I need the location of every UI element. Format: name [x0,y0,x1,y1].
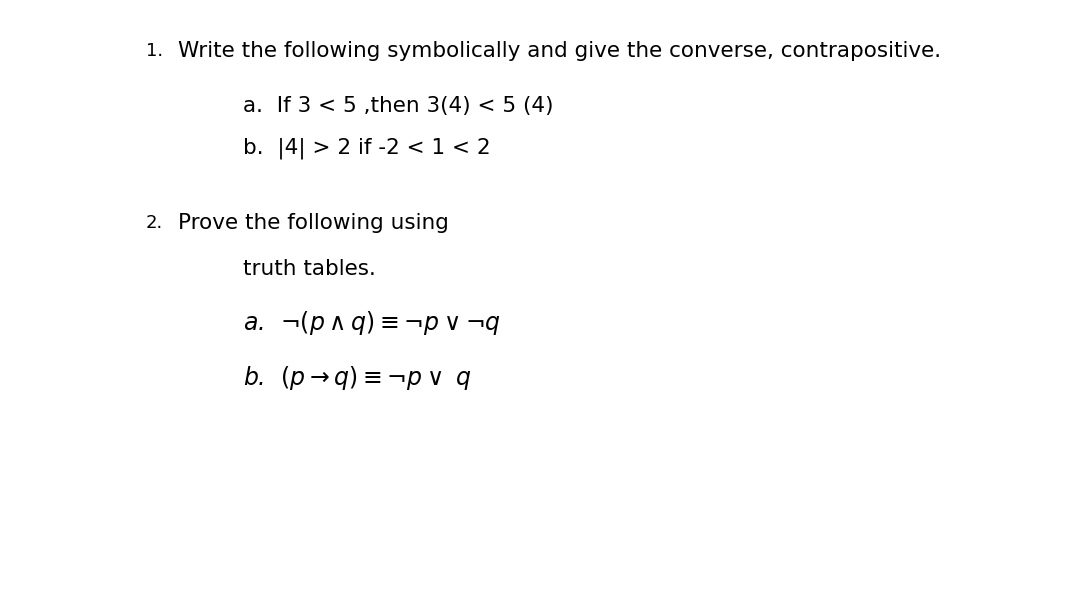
Text: b.  $( p\rightarrow q)\equiv\neg p\vee\ q$: b. $( p\rightarrow q)\equiv\neg p\vee\ q… [243,364,472,391]
Text: 2.: 2. [146,214,163,233]
Text: truth tables.: truth tables. [243,259,376,279]
Text: Prove the following using: Prove the following using [178,213,449,234]
Text: a.  If 3 < 5 ,then 3(4) < 5 (4): a. If 3 < 5 ,then 3(4) < 5 (4) [243,95,554,116]
Text: Write the following symbolically and give the converse, contrapositive.: Write the following symbolically and giv… [178,41,942,62]
Text: 1.: 1. [146,42,163,60]
Text: a.  $\neg(p\wedge q)\equiv\neg p\vee\neg q$: a. $\neg(p\wedge q)\equiv\neg p\vee\neg … [243,309,501,337]
Text: b.  |4| > 2 if -2 < 1 < 2: b. |4| > 2 if -2 < 1 < 2 [243,137,490,159]
